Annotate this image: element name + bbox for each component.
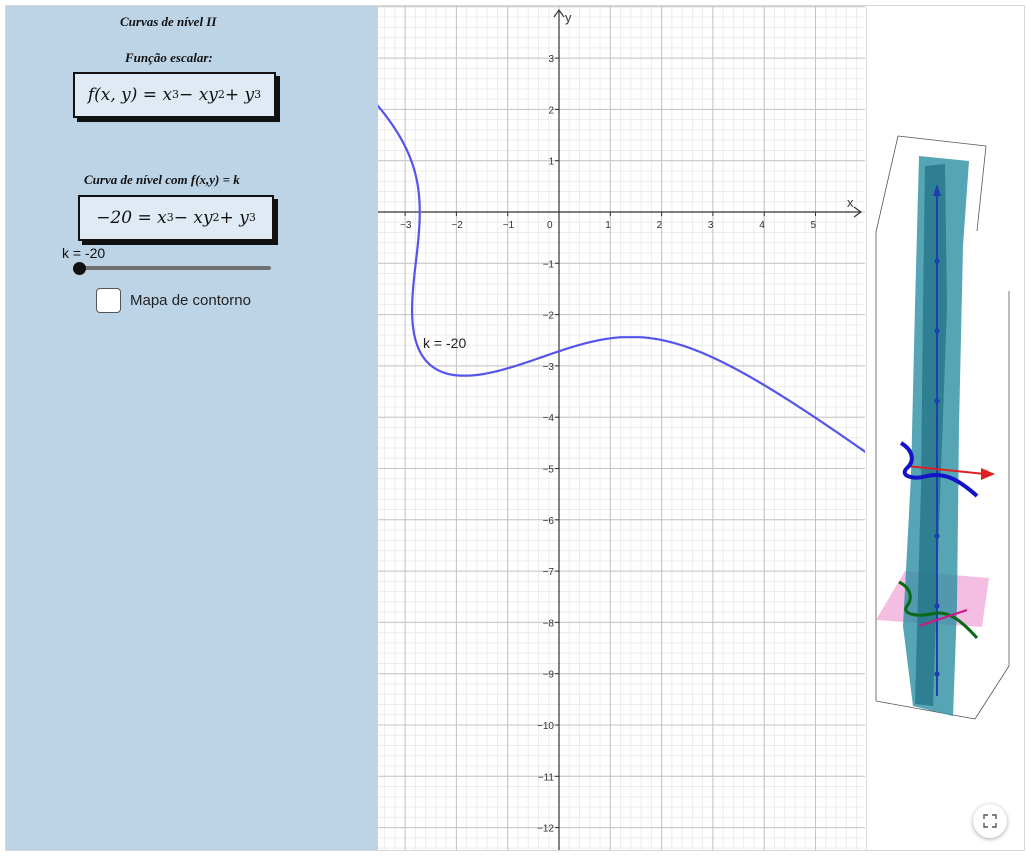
- formula-term: + y: [224, 85, 255, 105]
- formula-lhs: −20 = x: [96, 208, 167, 228]
- contour-map-checkbox-label[interactable]: Mapa de contorno: [130, 292, 251, 309]
- y-tick-labels: 3 2 1 −1 −2 −3 −4 −5 −6 −7 −8 −9 −10 −11 −12: [537, 54, 559, 835]
- formula-term: − xy: [179, 85, 218, 105]
- x-tick-label: 5: [811, 220, 817, 231]
- level-curve-heading: Curva de nível com f(x,y) = k: [84, 172, 240, 187]
- level-curve-3d: [899, 441, 979, 498]
- graphics-view-3d[interactable]: [866, 6, 1025, 850]
- graphics-view-2d[interactable]: −3 −2 −1 0 1 2 3 4 5 3 2 1 −1 −2 −3 −4 −5 −6 −7 −8 −9 −10 −11…: [378, 6, 865, 850]
- y-tick-label: −10: [537, 721, 554, 732]
- y-tick-label: 1: [548, 157, 554, 168]
- y-tick-label: −8: [543, 618, 555, 629]
- k-slider-track[interactable]: [80, 266, 271, 270]
- x-axis-3d: [906, 465, 986, 475]
- fullscreen-button[interactable]: [973, 804, 1007, 838]
- graph-2d-canvas[interactable]: −3 −2 −1 0 1 2 3 4 5 321−1−2−3−4−5−6−7−8−9−10−11…: [378, 6, 865, 850]
- y-tick-label: −2: [543, 311, 555, 322]
- z-axis-point: [934, 671, 940, 677]
- x-tick-label: 1: [605, 220, 611, 231]
- k-slider-label: k = -20: [62, 245, 106, 261]
- y-tick-label: 2: [548, 105, 554, 116]
- y-tick-label: −3: [543, 362, 555, 373]
- algebra-panel: Curvas de nível II Função escalar: f(x, …: [6, 6, 378, 850]
- z-axis-arrow: [933, 184, 941, 196]
- x-axis-label: x: [847, 195, 854, 210]
- x-tick-label: 2: [657, 220, 663, 231]
- scalar-function-heading: Função escalar:: [125, 50, 213, 65]
- x-tick-labels: −3 −2 −1 0 1 2 3 4 5: [400, 212, 817, 231]
- y-tick-label: −4: [543, 413, 555, 424]
- x-tick-label: −2: [451, 220, 463, 231]
- minor-grid: [378, 6, 865, 850]
- y-axis-label: y: [565, 10, 572, 25]
- z-axis-point: [934, 258, 940, 264]
- axes: [378, 8, 863, 850]
- x-tick-label: 0: [547, 220, 553, 231]
- level-curve-label[interactable]: k = -20: [423, 335, 466, 351]
- plane-axis: [918, 609, 968, 627]
- y-tick-label: −1: [543, 259, 555, 270]
- formula-term: − xy: [173, 208, 213, 228]
- projected-curve-3d: [898, 580, 979, 640]
- y-tick-label: −11: [538, 772, 555, 783]
- z-axis-points: [934, 258, 940, 677]
- formula-term: + y: [219, 208, 249, 228]
- major-grid: [378, 6, 865, 850]
- z-axis-point: [934, 328, 940, 334]
- formula-lhs: f(x, y) = x: [87, 85, 173, 105]
- z-axis-point: [934, 603, 940, 609]
- x-tick-label: −3: [400, 220, 412, 231]
- bounding-box: [875, 135, 1010, 720]
- x-tick-label: 4: [759, 220, 765, 231]
- y-tick-label: −7: [543, 567, 555, 578]
- surface-fold: [915, 164, 947, 706]
- y-tick-label: −9: [543, 670, 555, 681]
- y-tick-label: −12: [537, 824, 554, 835]
- contour-map-checkbox[interactable]: [96, 288, 121, 313]
- y-tick-label: −5: [543, 465, 555, 476]
- y-tick-label: 3: [548, 54, 554, 65]
- x-tick-label: −1: [503, 220, 515, 231]
- x-axis-3d-arrow: [981, 468, 995, 480]
- panel-title: Curvas de nível II: [120, 14, 217, 29]
- z-axis-point: [934, 533, 940, 539]
- level-curve[interactable]: [378, 80, 865, 454]
- fullscreen-icon: [983, 814, 997, 828]
- y-tick-label: −6: [543, 516, 555, 527]
- z-axis-point: [934, 398, 940, 404]
- k-slider-thumb[interactable]: [73, 262, 86, 275]
- x-tick-label: 3: [708, 220, 714, 231]
- graph-3d-canvas[interactable]: [867, 6, 1025, 850]
